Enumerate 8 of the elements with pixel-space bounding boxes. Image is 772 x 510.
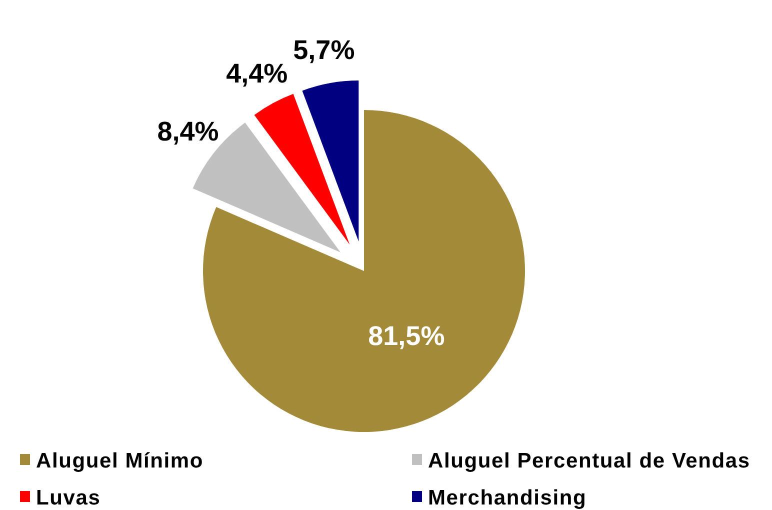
legend-label: Luvas xyxy=(36,486,101,510)
data-label: 5,7% xyxy=(293,35,355,66)
data-label: 8,4% xyxy=(157,116,219,146)
data-label: 81,5% xyxy=(368,321,445,352)
legend-label: Aluguel Percentual de Vendas xyxy=(428,449,750,472)
legend-label: Aluguel Mínimo xyxy=(36,449,204,472)
data-label: 4,4% xyxy=(226,58,288,89)
legend-label: Merchandising xyxy=(428,486,587,510)
